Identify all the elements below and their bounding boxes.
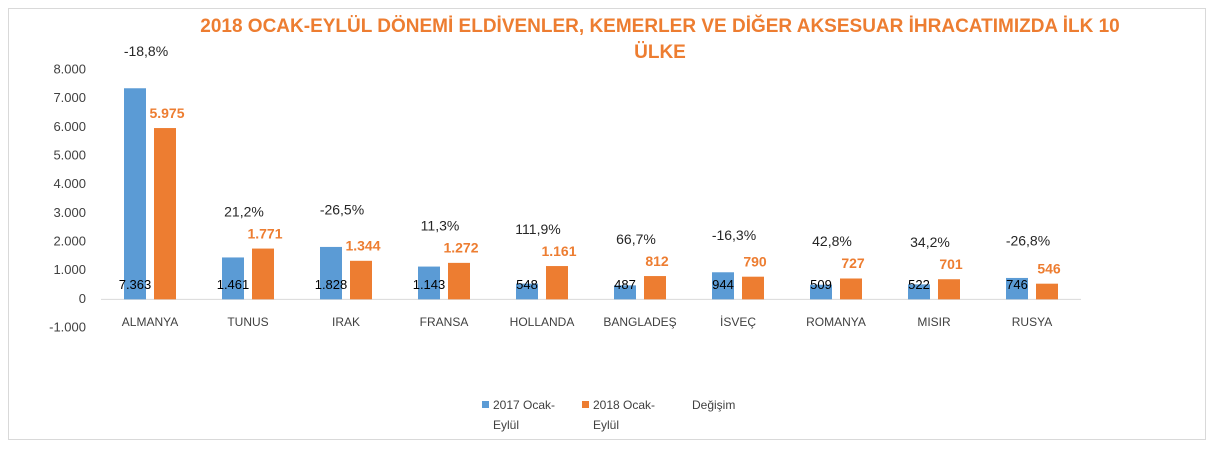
x-tick-label: ALMANYA: [122, 315, 178, 329]
x-tick-label: FRANSA: [420, 315, 469, 329]
y-tick-label: 8.000: [53, 61, 86, 76]
y-tick-label: 7.000: [53, 90, 86, 105]
data-label: 1.344: [345, 238, 380, 254]
chart-border: [8, 8, 1206, 440]
change-label: 42,8%: [812, 233, 852, 249]
x-tick-label: ROMANYA: [806, 315, 866, 329]
y-tick-label: 3.000: [53, 205, 86, 220]
change-label: 11,3%: [421, 218, 460, 234]
data-label: 522: [908, 277, 930, 292]
change-label: -26,5%: [320, 202, 364, 218]
data-label: 509: [810, 277, 832, 292]
change-label: -16,3%: [712, 227, 756, 243]
data-label: 944: [712, 277, 734, 292]
data-label: 1.771: [247, 225, 282, 241]
data-label: 746: [1006, 277, 1028, 292]
x-tick-label: HOLLANDA: [510, 315, 575, 329]
bar: [222, 257, 244, 300]
bar: [320, 246, 342, 300]
x-tick-label: RUSYA: [1012, 315, 1052, 329]
bar: [742, 276, 764, 300]
bar: [448, 262, 470, 300]
bar: [124, 88, 146, 300]
legend-entry: 2017 Ocak-Eylül: [482, 395, 573, 435]
y-tick-label: 5.000: [53, 147, 86, 162]
x-tick-label: IRAK: [332, 315, 360, 329]
data-label: 1.828: [315, 277, 348, 292]
change-label: 66,7%: [616, 231, 656, 247]
legend-entry: Değişim: [692, 395, 762, 415]
change-label: 111,9%: [515, 221, 560, 237]
data-label: 548: [516, 277, 538, 292]
data-label: 1.272: [443, 240, 478, 256]
data-label: 812: [645, 253, 669, 269]
change-label: -18,8%: [124, 43, 168, 59]
y-tick-label: -1.000: [49, 319, 86, 334]
y-tick-label: 6.000: [53, 119, 86, 134]
x-tick-label: MISIR: [917, 315, 951, 329]
bar: [350, 260, 372, 300]
bar: [614, 285, 636, 300]
bar: [840, 278, 862, 300]
bar: [810, 284, 832, 300]
change-label: 34,2%: [910, 234, 950, 250]
bar: [1006, 277, 1028, 300]
legend-entry: 2018 Ocak-Eylül: [582, 395, 673, 435]
y-tick-label: 4.000: [53, 176, 86, 191]
y-tick-label: 0: [79, 291, 86, 306]
bar: [418, 266, 440, 300]
bar: [154, 128, 176, 300]
bar: [252, 248, 274, 300]
data-label: 727: [841, 255, 865, 271]
legend-label: 2017 Ocak-Eylül: [493, 398, 556, 432]
data-label: 7.363: [119, 277, 152, 292]
legend-label: 2018 Ocak-Eylül: [593, 398, 656, 432]
y-tick-label: 2.000: [53, 233, 86, 248]
bar: [546, 266, 568, 300]
bar: [712, 272, 734, 300]
data-label: 5.975: [149, 105, 184, 121]
data-label: 701: [939, 256, 963, 272]
change-label: -26,8%: [1006, 233, 1050, 249]
bar: [644, 276, 666, 300]
data-label: 790: [743, 253, 767, 269]
bar: [938, 279, 960, 300]
x-tick-label: TUNUS: [227, 315, 268, 329]
bar: [516, 283, 538, 300]
x-tick-label: BANGLADEŞ: [603, 315, 676, 329]
y-tick-label: 1.000: [53, 262, 86, 277]
data-label: 487: [614, 277, 636, 292]
legend-swatch: [582, 401, 589, 408]
bar: [1036, 283, 1058, 300]
legend-label: Değişim: [692, 398, 736, 412]
change-label: 21,2%: [224, 203, 264, 219]
data-label: 546: [1037, 260, 1061, 276]
legend-swatch: [482, 401, 489, 408]
data-label: 1.143: [413, 277, 446, 292]
data-label: 1.161: [541, 243, 576, 259]
bar: [908, 284, 930, 300]
data-label: 1.461: [217, 277, 250, 292]
x-tick-label: İSVEÇ: [720, 315, 756, 329]
chart-title: 2018 OCAK-EYLÜL DÖNEMİ ELDİVENLER, KEMER…: [200, 16, 1120, 63]
